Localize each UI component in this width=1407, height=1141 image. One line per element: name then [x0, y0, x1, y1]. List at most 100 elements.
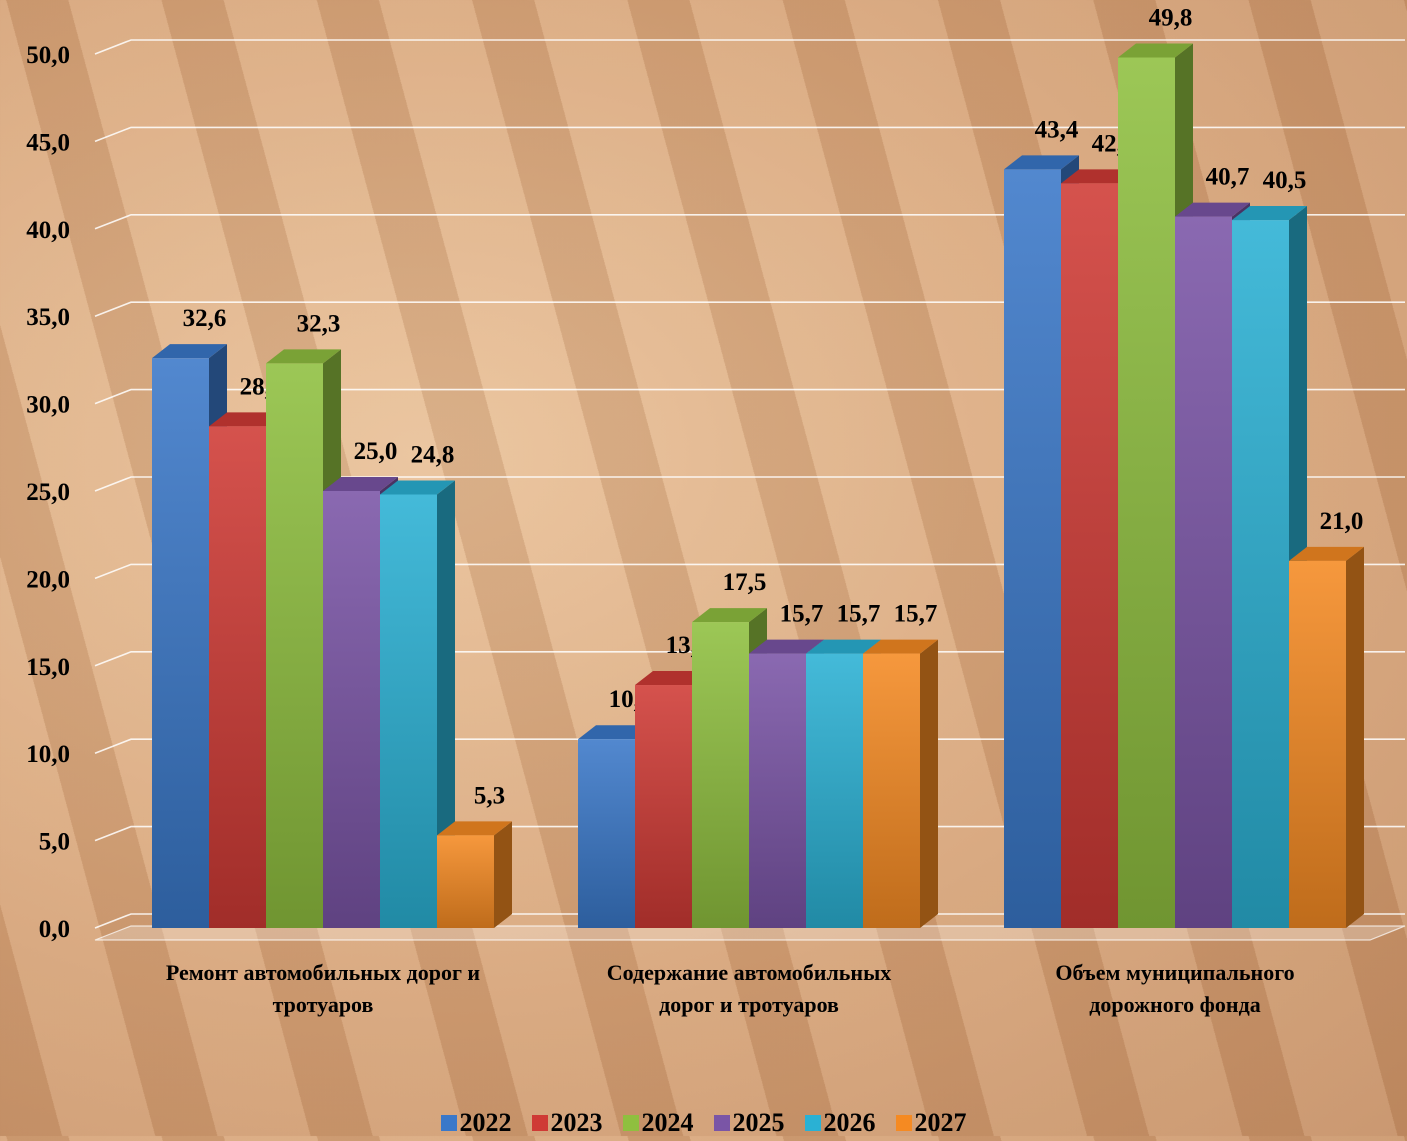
y-tick-label: 10,0	[26, 741, 70, 768]
bar-top	[806, 639, 881, 654]
data-label: 21,0	[1320, 508, 1364, 535]
gridline	[94, 650, 1405, 667]
chart-floor	[94, 925, 1406, 941]
legend-swatch	[804, 1115, 821, 1131]
bar-front	[578, 739, 635, 928]
bar-top	[437, 821, 512, 836]
y-tick-label: 15,0	[26, 654, 70, 681]
bar-front	[266, 363, 323, 928]
bar-top	[749, 639, 824, 654]
bar-top	[1175, 202, 1250, 217]
bar-side	[494, 821, 512, 928]
bar-front	[635, 685, 692, 928]
data-label: 32,6	[183, 305, 227, 332]
category-label: тротуаров	[273, 992, 374, 1017]
bar-front	[863, 653, 920, 928]
legend-label: 2024	[641, 1108, 694, 1137]
bar-top	[209, 412, 284, 427]
category-label: дорог и тротуаров	[659, 992, 839, 1017]
bar-front	[749, 653, 806, 928]
gridline	[94, 476, 1405, 492]
legend-item: 2026	[804, 1108, 876, 1138]
bar-top	[380, 480, 455, 495]
data-label: 40,7	[1206, 164, 1250, 191]
data-label: 43,4	[1035, 116, 1079, 143]
bar-front	[1004, 169, 1061, 929]
bar-front	[1175, 216, 1232, 929]
legend-item: 2025	[713, 1108, 785, 1138]
gridline	[94, 39, 1405, 55]
gridline	[94, 563, 1405, 580]
legend-label: 2022	[459, 1108, 512, 1137]
data-label: 25,0	[354, 438, 398, 465]
category-label: Ремонт автомобильных дорог и	[166, 960, 481, 985]
gridline	[94, 214, 1405, 230]
category-label: дорожного фонда	[1089, 992, 1260, 1017]
bar-side	[920, 639, 938, 928]
bar-side	[437, 480, 455, 928]
y-tick-label: 30,0	[26, 392, 70, 419]
bar-top	[635, 671, 710, 686]
data-label: 40,5	[1263, 167, 1307, 194]
y-tick-label: 0,0	[39, 916, 70, 943]
legend-item: 2023	[531, 1108, 603, 1138]
bar-front	[437, 835, 494, 928]
data-label: 24,8	[411, 441, 455, 468]
gridline	[94, 738, 1405, 754]
y-tick-label: 50,0	[26, 42, 70, 69]
bar-top	[692, 608, 767, 623]
legend-item: 2024	[622, 1108, 694, 1138]
bar-front	[323, 491, 380, 928]
bar-front	[209, 426, 266, 928]
bar-top	[152, 344, 227, 359]
bar-front	[152, 358, 209, 929]
category-label: Объем муниципального	[1055, 960, 1294, 985]
y-tick-label: 45,0	[26, 129, 70, 156]
data-label: 15,7	[780, 601, 824, 628]
data-label: 32,3	[297, 310, 341, 337]
y-tick-label: 35,0	[26, 304, 70, 331]
y-tick-label: 40,0	[26, 217, 70, 244]
gridline	[94, 913, 1405, 929]
bar-top	[1004, 155, 1079, 170]
legend-label: 2026	[823, 1108, 876, 1137]
legend: 2022 2023 2024 2025 2026 2027	[0, 1108, 1407, 1138]
bar-front	[380, 494, 437, 928]
bar-front	[1118, 57, 1175, 929]
y-tick-label: 5,0	[39, 829, 70, 856]
y-tick-label: 25,0	[26, 479, 70, 506]
y-tick-label: 20,0	[26, 566, 70, 593]
gridline	[94, 388, 1405, 405]
bar-side	[1346, 546, 1364, 928]
bar-front	[1232, 220, 1289, 928]
bar-top	[323, 477, 398, 491]
legend-item: 2022	[440, 1108, 512, 1138]
bar-front	[806, 653, 863, 928]
bar-top	[578, 725, 653, 740]
bar-2027-2	[863, 639, 938, 928]
gridline	[94, 126, 1405, 143]
category-label: Содержание автомобильных	[607, 960, 892, 985]
data-label: 15,7	[894, 601, 938, 628]
legend-label: 2027	[914, 1108, 967, 1137]
bar-front	[1289, 560, 1346, 928]
data-label: 17,5	[723, 569, 767, 596]
bar-2026-1	[380, 480, 455, 928]
legend-swatch	[531, 1115, 548, 1131]
data-label: 5,3	[474, 782, 505, 809]
bar-front	[692, 622, 749, 928]
bar-2027-1	[437, 821, 512, 928]
bar-top	[1289, 546, 1364, 561]
bar-2027-3	[1289, 546, 1364, 928]
bar-top	[266, 349, 341, 364]
bar-front	[1061, 183, 1118, 929]
bar-top	[1061, 169, 1136, 184]
legend-swatch	[713, 1115, 730, 1131]
legend-swatch	[440, 1115, 457, 1131]
data-label: 15,7	[837, 601, 881, 628]
legend-item: 2027	[895, 1108, 967, 1138]
bar-top	[863, 639, 938, 654]
legend-swatch	[622, 1115, 639, 1131]
